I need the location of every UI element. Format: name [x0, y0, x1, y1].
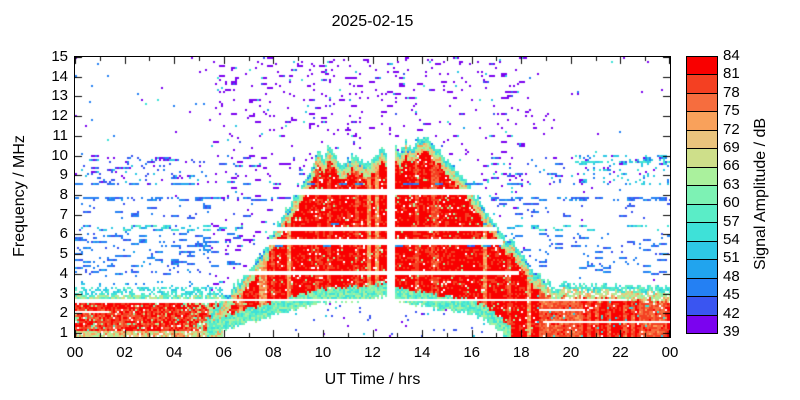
colorbar-tick-label: 45	[723, 286, 740, 304]
x-tick-label: 00	[66, 344, 84, 361]
y-tick-label: 10	[51, 146, 68, 164]
colorbar-segment	[687, 241, 717, 261]
x-tick-label: 22	[612, 344, 629, 361]
y-tick-label: 5	[59, 245, 68, 263]
x-tick-label: 20	[562, 344, 580, 361]
x-tick-label: 08	[264, 344, 282, 361]
colorbar-segment	[687, 297, 717, 316]
y-tick-label: 1	[59, 324, 68, 342]
colorbar-tick-label: 42	[723, 304, 740, 322]
y-tick-label: 6	[59, 225, 68, 243]
colorbar-segment	[687, 315, 717, 334]
colorbar-tick-label: 72	[723, 120, 740, 138]
colorbar-segment	[687, 223, 717, 242]
colorbar-tick-label: 48	[723, 267, 740, 285]
chart-title: 2025-02-15	[331, 13, 414, 30]
colorbar-segment	[687, 204, 717, 224]
y-tick-label: 9	[59, 166, 68, 184]
x-tick-label: 00	[661, 344, 679, 361]
x-tick-label: 06	[215, 344, 233, 361]
x-tick-label: 04	[165, 344, 183, 361]
x-axis-label: UT Time / hrs	[324, 371, 421, 388]
x-tick-label: 14	[413, 344, 431, 361]
colorbar-tick-label: 39	[723, 323, 740, 340]
colorbar-segment	[687, 57, 717, 76]
y-tick-label: 4	[59, 264, 68, 282]
colorbar-tick-label: 81	[723, 65, 740, 83]
colorbar-segment	[687, 186, 717, 205]
y-tick-label: 15	[51, 48, 68, 65]
y-tick-label: 8	[59, 186, 68, 204]
plot-area	[74, 56, 671, 338]
colorbar-tick-label: 78	[723, 83, 740, 101]
colorbar-tick-label: 54	[723, 231, 740, 248]
colorbar-segment	[687, 167, 717, 187]
spectrogram-canvas	[75, 57, 670, 337]
x-tick-label: 16	[463, 344, 480, 361]
y-tick-label: 11	[52, 126, 68, 144]
colorbar-tick-label: 63	[723, 175, 740, 193]
colorbar	[686, 56, 718, 334]
x-tick-label: 10	[314, 344, 332, 361]
y-tick-label: 12	[51, 107, 68, 125]
y-tick-label: 3	[59, 284, 68, 302]
colorbar-segment	[687, 130, 717, 150]
y-tick-label: 13	[51, 87, 68, 105]
colorbar-tick-label: 69	[723, 139, 740, 156]
colorbar-tick-label: 51	[723, 249, 740, 267]
x-tick-label: 18	[512, 344, 530, 361]
colorbar-tick-label: 75	[723, 102, 740, 120]
colorbar-segment	[687, 112, 717, 131]
colorbar-tick-label: 84	[723, 47, 740, 64]
colorbar-segment	[687, 75, 717, 94]
x-tick-label: 12	[364, 344, 381, 361]
y-tick-label: 7	[59, 205, 68, 223]
colorbar-tick-label: 57	[723, 212, 740, 230]
y-tick-label: 2	[59, 304, 68, 322]
colorbar-tick-label: 66	[723, 157, 740, 175]
colorbar-segment	[687, 149, 717, 168]
colorbar-segment	[687, 278, 717, 298]
colorbar-segment	[687, 260, 717, 279]
colorbar-segment	[687, 93, 717, 113]
y-tick-label: 14	[51, 67, 68, 85]
x-tick-label: 02	[116, 344, 133, 361]
colorbar-tick-label: 60	[723, 194, 740, 212]
